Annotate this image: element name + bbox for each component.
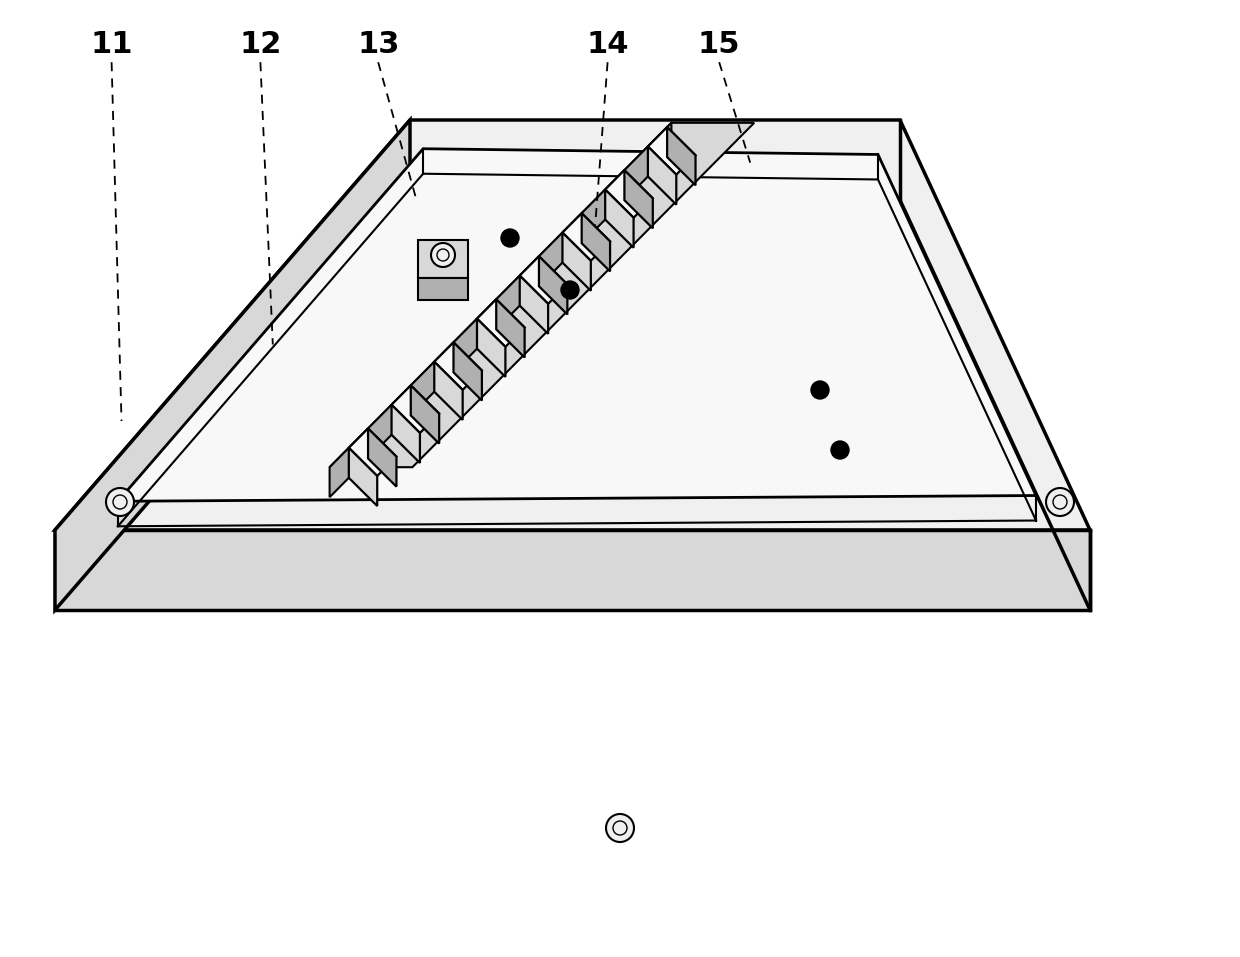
Circle shape <box>501 229 520 247</box>
Polygon shape <box>434 362 463 420</box>
Polygon shape <box>605 170 652 217</box>
Text: 12: 12 <box>239 30 281 58</box>
Text: 14: 14 <box>587 30 629 58</box>
Polygon shape <box>667 127 696 186</box>
Circle shape <box>811 381 830 399</box>
Text: 15: 15 <box>698 30 740 58</box>
Polygon shape <box>410 386 439 444</box>
Circle shape <box>105 488 134 516</box>
Polygon shape <box>454 343 482 401</box>
Polygon shape <box>348 429 397 476</box>
Polygon shape <box>418 278 467 300</box>
Polygon shape <box>392 386 439 433</box>
Polygon shape <box>625 170 652 229</box>
Polygon shape <box>418 240 467 278</box>
Circle shape <box>560 281 579 299</box>
Polygon shape <box>368 429 397 486</box>
Polygon shape <box>520 256 568 303</box>
Polygon shape <box>55 530 1090 610</box>
Polygon shape <box>496 300 525 358</box>
Polygon shape <box>605 189 634 248</box>
Polygon shape <box>563 213 610 260</box>
Polygon shape <box>392 405 420 463</box>
Polygon shape <box>477 319 506 377</box>
Polygon shape <box>118 148 1037 501</box>
Polygon shape <box>649 127 696 175</box>
Circle shape <box>1047 488 1074 516</box>
Circle shape <box>831 441 849 459</box>
Polygon shape <box>582 213 610 272</box>
Polygon shape <box>539 256 568 315</box>
Polygon shape <box>563 233 590 291</box>
Polygon shape <box>520 276 548 334</box>
Polygon shape <box>649 146 676 205</box>
Circle shape <box>432 243 455 267</box>
Polygon shape <box>434 343 482 389</box>
Polygon shape <box>330 122 754 467</box>
Polygon shape <box>330 122 671 498</box>
Polygon shape <box>55 120 410 610</box>
Polygon shape <box>348 448 377 506</box>
Text: 13: 13 <box>357 30 399 58</box>
Circle shape <box>606 814 634 842</box>
Polygon shape <box>477 300 525 346</box>
Polygon shape <box>55 120 1090 530</box>
Text: 11: 11 <box>91 30 133 58</box>
